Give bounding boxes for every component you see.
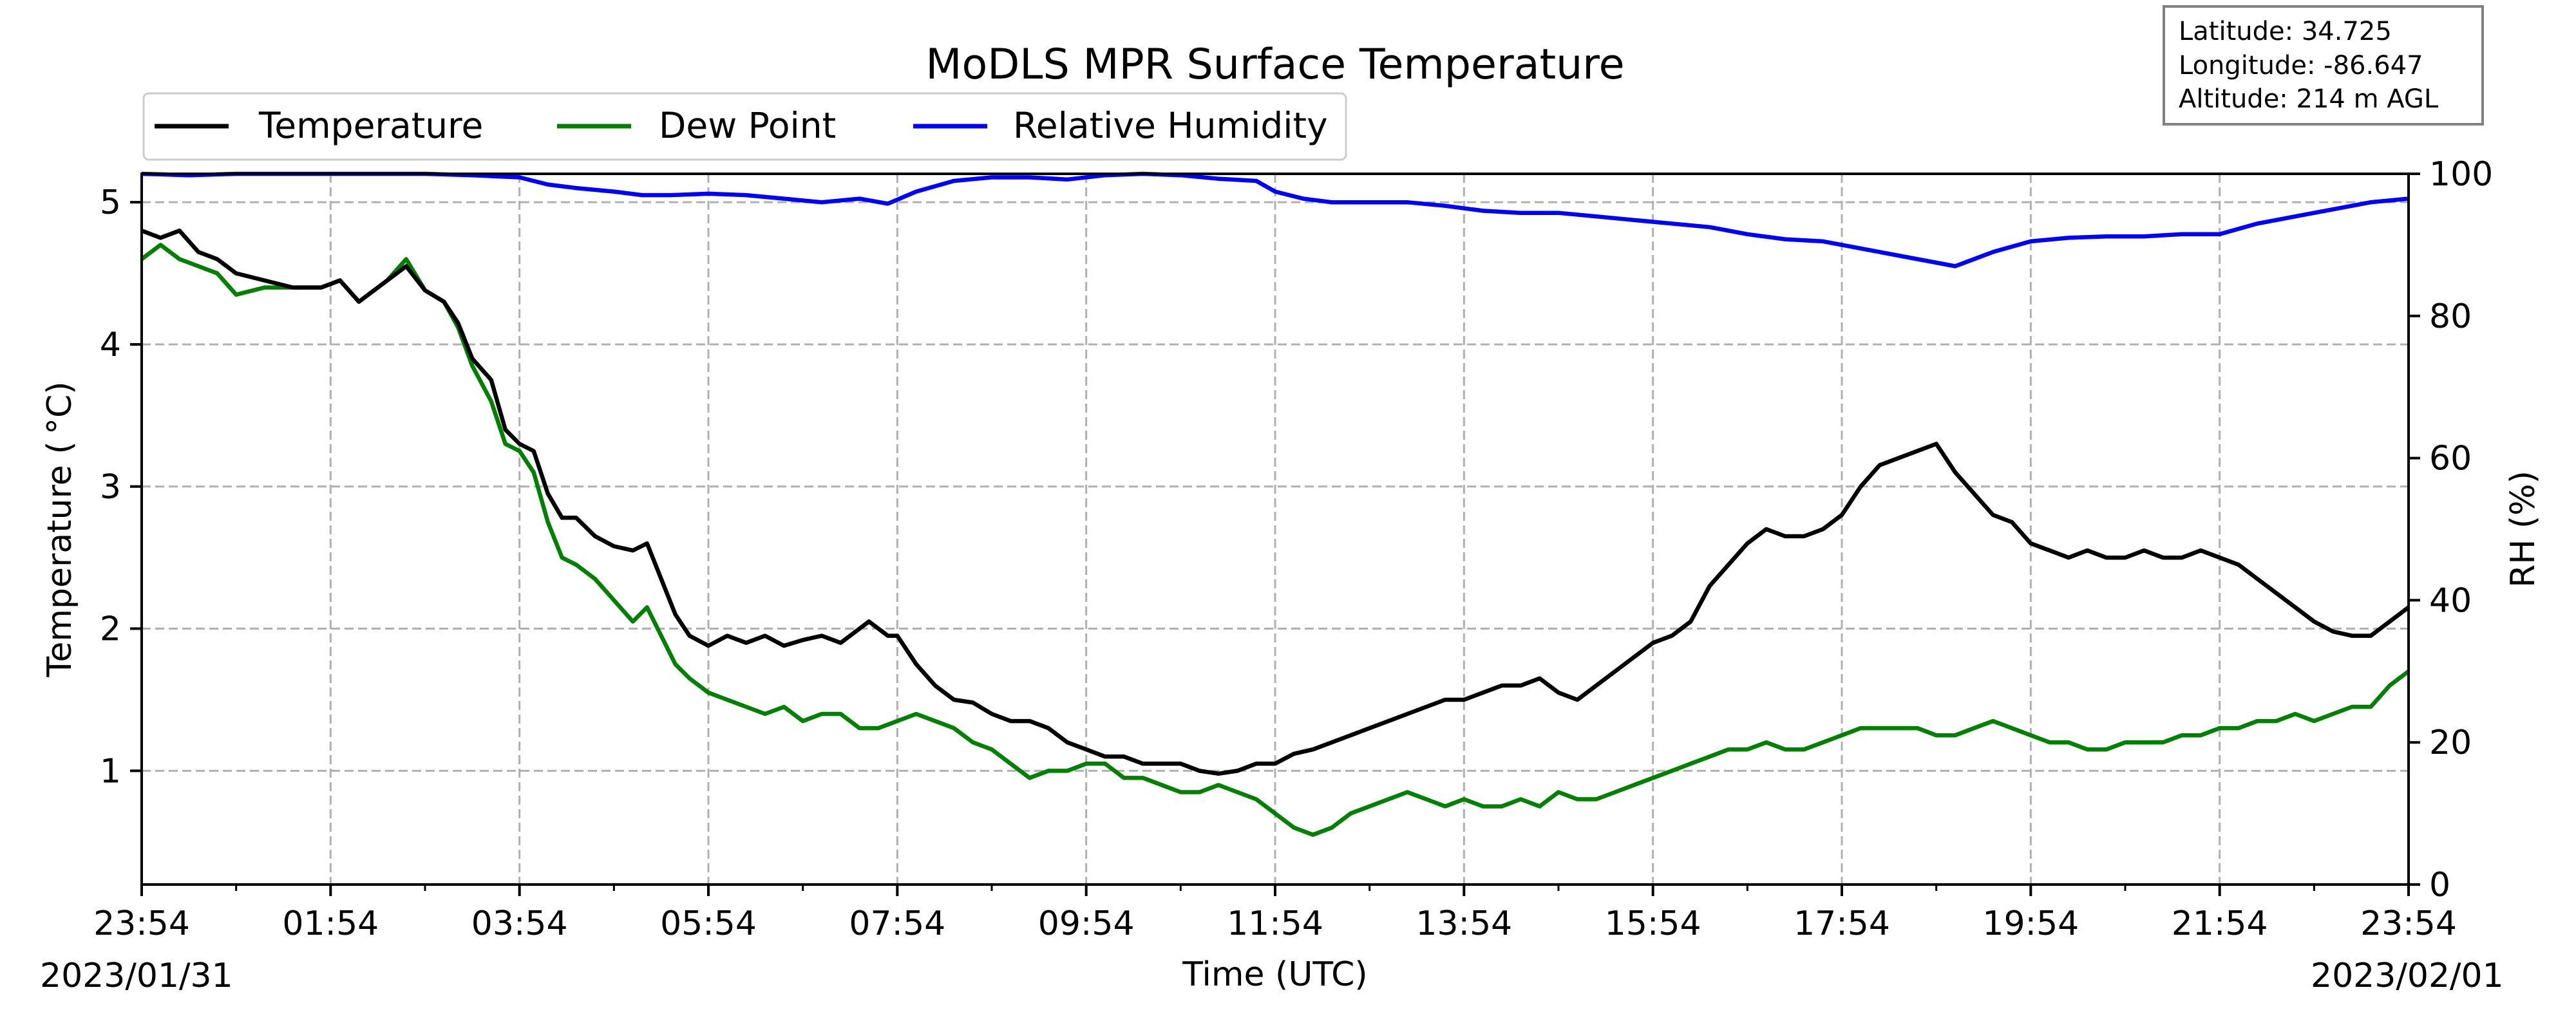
- x-axis-label: Time (UTC): [1182, 955, 1367, 994]
- y-left-tick-label: 4: [100, 326, 121, 364]
- x-tick-label: 17:54: [1794, 904, 1890, 943]
- x-tick-label: 03:54: [471, 904, 568, 943]
- x-tick-label: 23:54: [93, 904, 190, 943]
- chart-title: MoDLS MPR Surface Temperature: [925, 41, 1624, 89]
- info-box-frame: [2163, 5, 2484, 126]
- x-tick-label: 09:54: [1038, 904, 1135, 943]
- x-tick-label: 05:54: [660, 904, 757, 943]
- legend-frame: [142, 92, 1347, 161]
- y-right-tick-label: 0: [2429, 866, 2450, 904]
- series-lines: [140, 171, 2410, 837]
- x-tick-label: 11:54: [1227, 904, 1323, 943]
- x-tick-label: 15:54: [1605, 904, 1701, 943]
- x-axis: 23:54 01:54 03:54 05:54 07:54 09:54 11:54 13:54…: [93, 885, 2457, 943]
- date-end-label: 2023/02/01: [2311, 957, 2504, 995]
- x-tick-label: 21:54: [2172, 904, 2268, 943]
- y-left-tick-label: 5: [100, 183, 121, 222]
- legend-label-dew-point: Dew Point: [659, 105, 836, 146]
- info-altitude: Altitude: 214 m AGL: [2179, 84, 2439, 114]
- x-tick-label: 19:54: [1982, 904, 2079, 943]
- y-right-tick-label: 60: [2429, 440, 2472, 478]
- series-line-relative-humidity: [141, 171, 2409, 268]
- x-tick-label: 07:54: [849, 904, 945, 943]
- legend: Temperature Dew Point Relative Humidity: [142, 92, 1347, 161]
- y-right-tick-label: 20: [2429, 724, 2472, 762]
- date-start-label: 2023/01/31: [40, 957, 233, 995]
- y-axis-right-label: RH (%): [2504, 471, 2543, 588]
- x-tick-label: 13:54: [1416, 904, 1512, 943]
- y-left-tick-label: 2: [100, 610, 121, 649]
- y-right-tick-label: 100: [2429, 155, 2493, 194]
- legend-label-temperature: Temperature: [258, 105, 483, 146]
- y-right-tick-label: 80: [2429, 297, 2472, 336]
- info-latitude: Latitude: 34.725: [2179, 17, 2392, 46]
- location-info-box: Latitude: 34.725 Longitude: -86.647 Alti…: [2163, 5, 2484, 126]
- series-line-temperature: [140, 229, 2410, 776]
- y-right-tick-label: 40: [2429, 581, 2472, 620]
- grid-lines: [142, 174, 2409, 885]
- series-line-dew-point: [140, 243, 2410, 837]
- y-axis-left-label: Temperature ( °C): [41, 381, 79, 677]
- y-left-tick-label: 3: [100, 468, 121, 507]
- right-axis: 0 20 40 60 80 100: [2409, 155, 2493, 904]
- x-tick-label: 23:54: [2360, 904, 2457, 943]
- left-axis: 1 2 3 4 5: [100, 183, 142, 791]
- x-tick-label: 01:54: [282, 904, 379, 943]
- y-left-tick-label: 1: [100, 752, 121, 791]
- legend-label-relative-humidity: Relative Humidity: [1013, 105, 1328, 146]
- info-longitude: Longitude: -86.647: [2179, 51, 2423, 80]
